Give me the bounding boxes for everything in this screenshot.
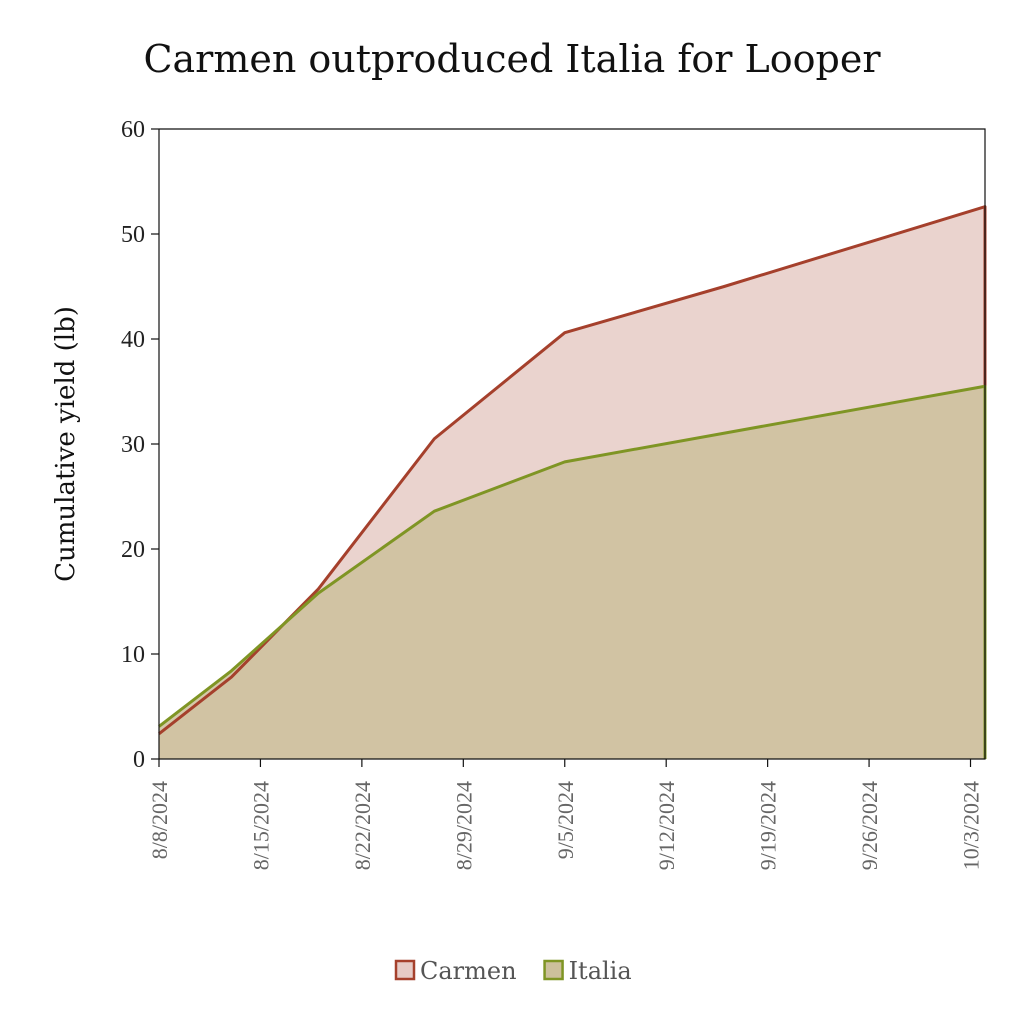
y-axis-label: Cumulative yield (lb) xyxy=(51,306,81,582)
x-tick-label: 8/8/2024 xyxy=(147,781,172,859)
x-tick-label: 9/19/2024 xyxy=(756,781,781,870)
legend-label-italia: Italia xyxy=(569,957,632,985)
y-tick-label: 60 xyxy=(121,117,145,143)
y-tick-label: 0 xyxy=(133,747,145,773)
x-tick-label: 9/5/2024 xyxy=(553,781,578,859)
x-tick-label: 9/12/2024 xyxy=(654,781,679,870)
x-tick-label: 8/22/2024 xyxy=(350,781,375,870)
legend-label-carmen: Carmen xyxy=(420,957,517,985)
legend-swatch-italia xyxy=(543,959,564,981)
area-layer xyxy=(159,206,985,759)
legend: Carmen Italia xyxy=(394,957,632,985)
y-tick-label: 10 xyxy=(121,642,145,668)
legend-swatch-carmen xyxy=(394,959,416,981)
y-tick-label: 20 xyxy=(121,537,145,563)
x-tick-label: 8/15/2024 xyxy=(248,781,273,870)
y-tick-label: 40 xyxy=(121,327,145,353)
x-tick-label: 10/3/2024 xyxy=(959,781,984,870)
italia-area xyxy=(159,386,985,759)
y-tick-label: 50 xyxy=(121,222,145,248)
y-tick-label: 30 xyxy=(121,432,145,458)
x-tick-label: 9/26/2024 xyxy=(857,781,882,870)
carmen-line xyxy=(158,205,987,759)
chart-title: Carmen outproduced Italia for Looper xyxy=(143,37,881,81)
axes: 0 10 20 30 40 50 60 8/8/2024 8/15/2024 8/22/2024 8… xyxy=(121,117,986,870)
x-tick-label: 8/29/2024 xyxy=(451,781,476,870)
